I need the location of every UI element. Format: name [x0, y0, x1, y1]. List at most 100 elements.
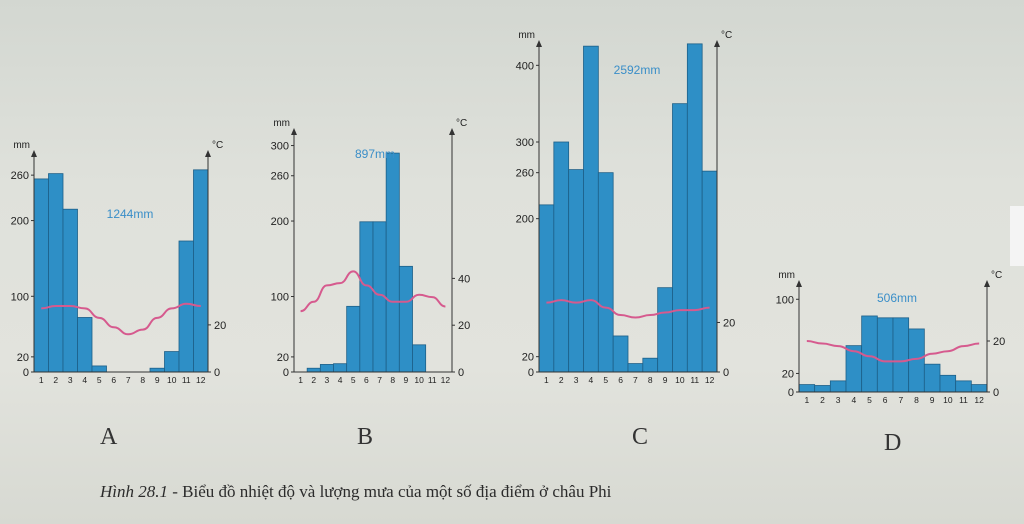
annual-rainfall-label: 506mm: [877, 291, 917, 305]
rainfall-bar: [398, 265, 413, 373]
rainfall-bar: [412, 344, 427, 373]
rainfall-bar: [876, 317, 894, 393]
month-tick-label: 10: [675, 375, 685, 385]
month-tick-label: 5: [867, 395, 872, 405]
month-tick-label: 5: [97, 375, 102, 385]
month-tick-label: 2: [53, 375, 58, 385]
rainfall-bar: [672, 103, 688, 373]
rainfall-bar: [939, 374, 957, 393]
month-tick-label: 3: [836, 395, 841, 405]
rainfall-tick-label: 0: [283, 367, 289, 379]
rainfall-tick-label: 260: [271, 171, 289, 183]
rainfall-tick-label: 200: [516, 214, 534, 226]
rainfall-bar: [91, 365, 107, 373]
month-tick-label: 8: [390, 375, 395, 385]
figure-caption-text: Biểu đồ nhiệt độ và lượng mưa của một số…: [182, 482, 612, 501]
rainfall-bar: [798, 384, 816, 393]
annual-rainfall-label: 1244mm: [107, 207, 154, 221]
chart-a-letter: A: [100, 424, 118, 450]
temperature-line: [41, 302, 201, 336]
annual-rainfall-label: 2592mm: [614, 63, 661, 77]
month-tick-label: 8: [914, 395, 919, 405]
rainfall-tick-label: 400: [516, 60, 534, 72]
rainfall-tick-label: 100: [11, 291, 29, 303]
chart-c-letter: C: [632, 424, 649, 450]
rainfall-tick-label: 0: [788, 387, 794, 399]
month-tick-label: 7: [633, 375, 638, 385]
rainfall-bar: [642, 357, 659, 373]
temperature-tick-label: 0: [214, 367, 220, 379]
temperature-unit-label: °C: [456, 118, 467, 129]
rainfall-unit-label: mm: [13, 140, 30, 151]
rainfall-bar: [553, 141, 570, 373]
month-tick-label: 1: [39, 375, 44, 385]
month-tick-label: 12: [441, 375, 451, 385]
rainfall-bar: [627, 363, 644, 373]
rainfall-bar: [333, 363, 348, 373]
month-tick-label: 11: [182, 375, 191, 385]
temperature-unit-label: °C: [721, 30, 732, 41]
rainfall-axis-arrow: [536, 40, 542, 47]
temperature-line: [300, 270, 446, 313]
month-tick-label: 1: [298, 375, 303, 385]
temperature-axis-arrow: [984, 280, 990, 287]
rainfall-bar: [583, 45, 599, 373]
temperature-tick-label: 20: [458, 320, 470, 332]
month-tick-label: 10: [943, 395, 953, 405]
rainfall-tick-label: 0: [23, 367, 29, 379]
month-tick-label: 11: [959, 395, 968, 405]
rainfall-bar: [62, 208, 78, 373]
temperature-tick-label: 20: [723, 317, 735, 329]
temperature-unit-label: °C: [991, 270, 1002, 281]
temperature-axis-arrow: [205, 150, 211, 157]
month-tick-label: 6: [618, 375, 623, 385]
rainfall-tick-label: 100: [776, 294, 794, 306]
month-tick-label: 5: [351, 375, 356, 385]
temperature-tick-label: 0: [458, 367, 464, 379]
rainfall-tick-label: 200: [11, 216, 29, 228]
month-tick-label: 3: [325, 375, 330, 385]
rainfall-bar: [701, 170, 718, 373]
temperature-tick-label: 20: [214, 320, 226, 332]
rainfall-bar: [178, 240, 194, 373]
month-tick-label: 8: [648, 375, 653, 385]
rainfall-bar: [597, 172, 614, 373]
month-tick-label: 9: [155, 375, 160, 385]
rainfall-axis-arrow: [796, 280, 802, 287]
temperature-tick-label: 0: [723, 367, 729, 379]
rainfall-tick-label: 0: [528, 367, 534, 379]
temperature-tick-label: 40: [458, 273, 470, 285]
month-tick-label: 2: [311, 375, 316, 385]
month-tick-label: 3: [574, 375, 579, 385]
rainfall-bar: [892, 317, 910, 393]
rainfall-tick-label: 20: [782, 368, 794, 380]
rainfall-axis-arrow: [31, 150, 37, 157]
month-tick-label: 10: [414, 375, 424, 385]
month-tick-label: 7: [377, 375, 382, 385]
figure-caption-label: Hình 28.1: [100, 482, 168, 501]
rainfall-bar: [319, 364, 334, 373]
month-tick-label: 3: [68, 375, 73, 385]
rainfall-tick-label: 200: [271, 216, 289, 228]
temperature-unit-label: °C: [212, 140, 223, 151]
rainfall-bar: [164, 351, 180, 373]
month-tick-label: 2: [820, 395, 825, 405]
month-tick-label: 5: [603, 375, 608, 385]
month-tick-label: 10: [167, 375, 177, 385]
rainfall-bar: [686, 43, 703, 373]
rainfall-bar: [568, 169, 584, 373]
rainfall-tick-label: 260: [516, 168, 534, 180]
month-tick-label: 1: [804, 395, 809, 405]
rainfall-tick-label: 20: [522, 352, 534, 364]
rainfall-bar: [193, 169, 209, 373]
rainfall-bar: [149, 367, 165, 373]
temperature-line: [546, 299, 710, 319]
temperature-line: [806, 340, 980, 363]
month-tick-label: 12: [974, 395, 984, 405]
rainfall-unit-label: mm: [778, 270, 795, 281]
month-tick-label: 4: [851, 395, 856, 405]
month-tick-label: 11: [690, 375, 699, 385]
month-tick-label: 4: [589, 375, 594, 385]
